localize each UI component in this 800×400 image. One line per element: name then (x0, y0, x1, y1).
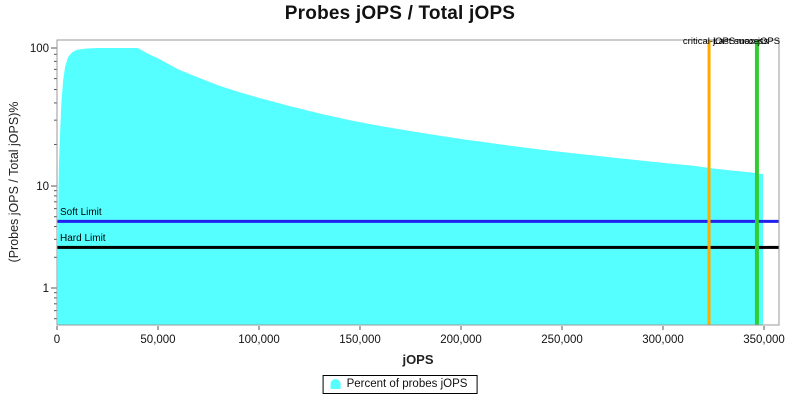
x-tick-label: 150,000 (339, 334, 381, 346)
chart-title: Probes jOPS / Total jOPS (284, 3, 516, 24)
soft-limit-line (57, 219, 779, 223)
y-tick-label: 1 (43, 283, 49, 295)
x-axis-label: jOPS (402, 352, 434, 367)
x-tick-label: 50,000 (140, 334, 175, 346)
max-jops-marker-label: max-jOPS (736, 36, 781, 47)
legend-swatch-icon (330, 379, 341, 389)
y-axis-label: (Probes jOPS / Total jOPS)% (7, 101, 21, 263)
y-tick-label: 10 (36, 181, 49, 193)
max-jops-line (754, 40, 759, 325)
x-tick-label: 300,000 (642, 334, 684, 346)
y-tick-label: 100 (30, 43, 49, 55)
x-tick-label: 350,000 (743, 334, 785, 346)
last-success-marker-label: Last success (713, 36, 769, 47)
hard-limit-label: Hard Limit (60, 233, 106, 245)
x-tick-label: 0 (54, 334, 60, 346)
legend: Percent of probes jOPS (322, 375, 478, 394)
plot-border (56, 39, 780, 326)
critical-jops-marker-label: critical-jOPS (682, 36, 736, 47)
hard-limit-line (57, 245, 779, 249)
soft-limit-label: Soft Limit (60, 207, 102, 219)
legend-label: Percent of probes jOPS (346, 378, 468, 390)
probes-area-series (57, 48, 764, 325)
x-tick-label: 250,000 (541, 334, 583, 346)
critical-jops-line (707, 40, 711, 325)
x-tick-label: 100,000 (238, 334, 280, 346)
x-tick-label: 200,000 (440, 334, 482, 346)
